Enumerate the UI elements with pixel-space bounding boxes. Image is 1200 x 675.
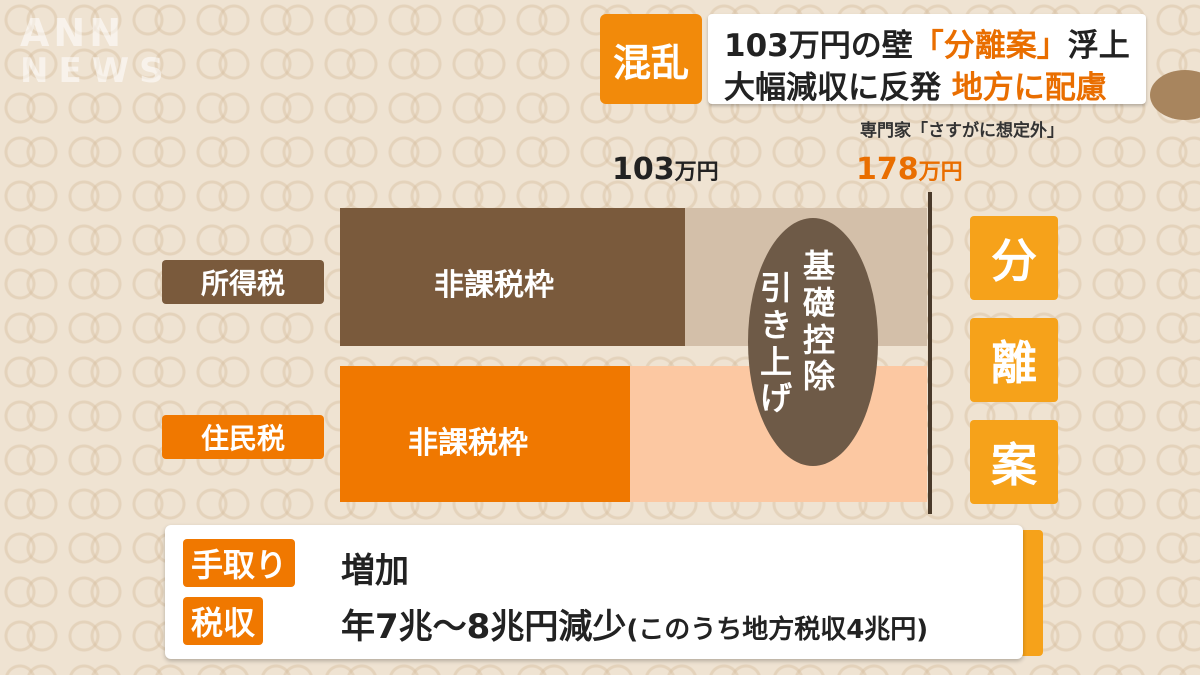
- headline-part: 大幅減収に反発: [724, 70, 941, 106]
- decorative-knob: [1150, 70, 1200, 120]
- tax-revenue-text: 年7兆〜8兆円減少: [341, 607, 627, 647]
- headline-part: 103万円の壁: [724, 28, 913, 64]
- resident-tax-bar-text: 非課税枠: [408, 426, 528, 461]
- headline-highlight: 「分離案」: [912, 28, 1068, 64]
- income-tax-label: 所得税: [162, 260, 324, 304]
- tick-103: 103万円: [612, 152, 719, 187]
- watermark-line1: ANN: [20, 11, 126, 55]
- threshold-line: [928, 192, 932, 514]
- tax-revenue-line: 年7兆〜8兆円減少(このうち地方税収4兆円): [341, 599, 928, 648]
- income-tax-bar-base: [340, 208, 685, 346]
- watermark-line2: NEWS: [20, 50, 174, 91]
- headline-part: 浮上: [1067, 28, 1130, 64]
- side-char-1: 分: [970, 216, 1058, 300]
- channel-watermark: ANN NEWS: [20, 11, 174, 91]
- headline-box: 103万円の壁「分離案」浮上 大幅減収に反発 地方に配慮: [708, 14, 1146, 107]
- income-tax-bar-text: 非課税枠: [434, 268, 554, 303]
- headline-highlight: 地方に配慮: [951, 70, 1107, 106]
- ellipse-text-right: 基礎控除: [802, 247, 835, 396]
- tick-unit: 万円: [918, 160, 963, 185]
- tax-revenue-tag: 税収: [183, 597, 264, 645]
- expert-caption: 専門家「さすがに想定外」: [860, 121, 1064, 141]
- ellipse-text-left: 引き上げ: [759, 269, 792, 418]
- bottom-accent: [1021, 530, 1043, 656]
- deduction-ellipse: [748, 218, 878, 466]
- tick-178: 178万円: [856, 152, 963, 187]
- summary-box: 手取り 増加 税収 年7兆〜8兆円減少(このうち地方税収4兆円): [165, 525, 1023, 659]
- tick-value: 178: [856, 152, 919, 187]
- headline-line1: 103万円の壁「分離案」浮上: [724, 20, 1130, 65]
- take-home-tag: 手取り: [183, 539, 296, 587]
- tax-revenue-note: (このうち地方税収4兆円): [626, 615, 929, 645]
- side-char-3: 案: [970, 420, 1058, 504]
- take-home-text: 増加: [341, 551, 409, 591]
- header-tag: 混乱: [600, 14, 702, 104]
- resident-tax-bar-base: [340, 366, 630, 502]
- tick-unit: 万円: [674, 160, 719, 185]
- tick-value: 103: [612, 152, 675, 187]
- side-char-2: 離: [970, 318, 1058, 402]
- headline-line2: 大幅減収に反発 地方に配慮: [724, 62, 1107, 107]
- resident-tax-label: 住民税: [162, 415, 324, 459]
